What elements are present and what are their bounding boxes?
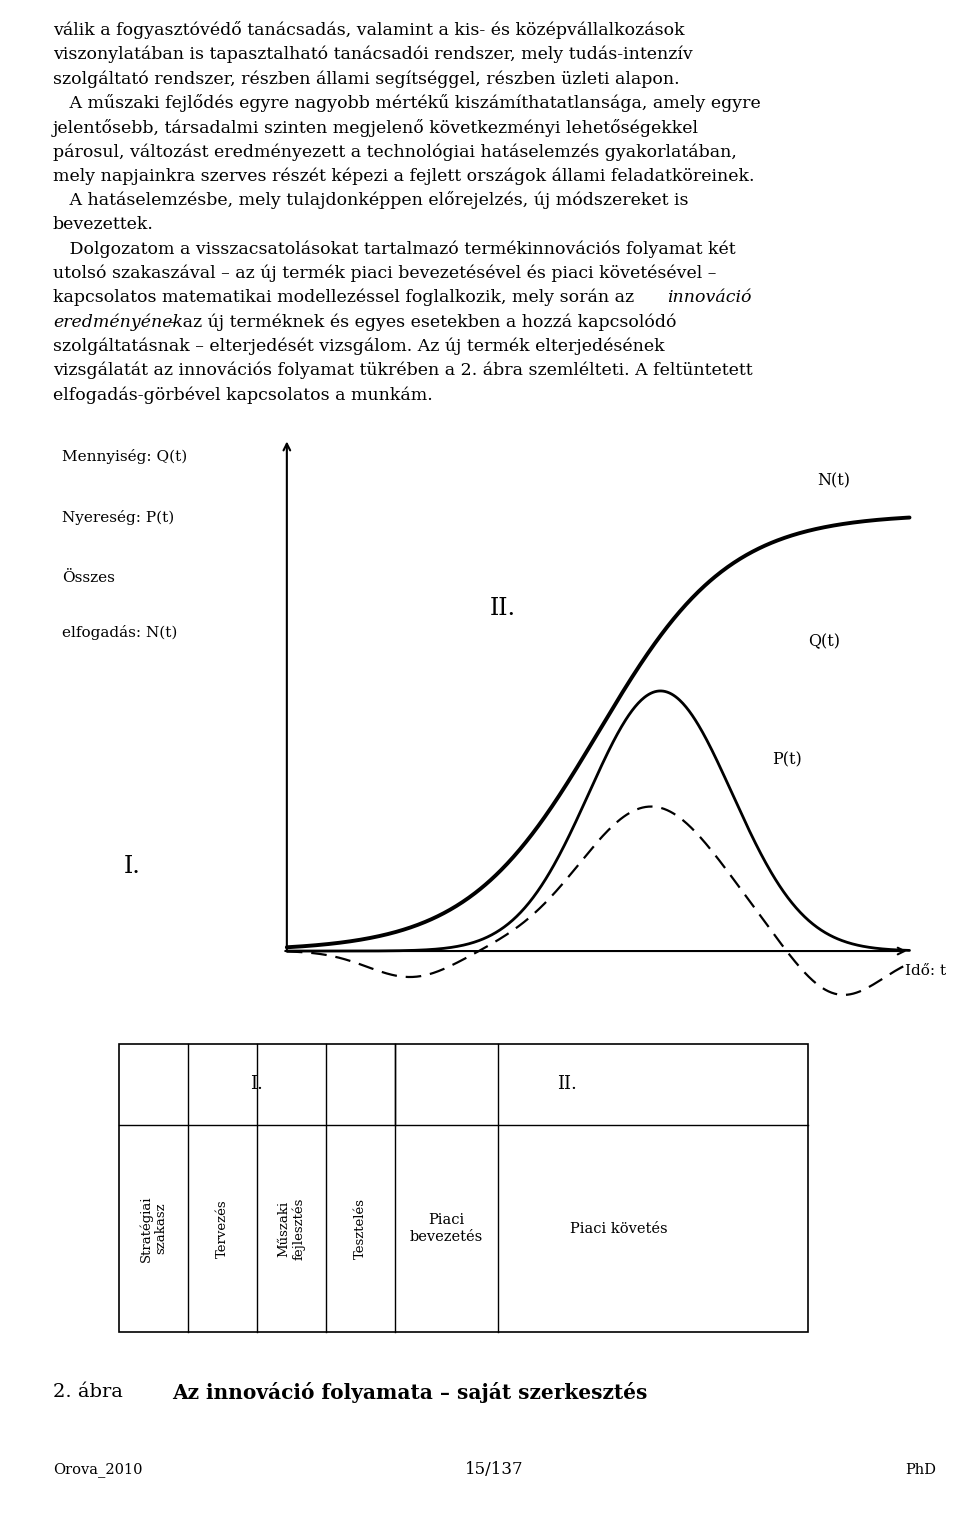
Text: A műszaki fejlődés egyre nagyobb mértékű kiszámíthatatlansága, amely egyre: A műszaki fejlődés egyre nagyobb mértékű… bbox=[53, 94, 760, 112]
Text: A hatáselemzésbe, mely tulajdonképpen előrejelzés, új módszereket is: A hatáselemzésbe, mely tulajdonképpen el… bbox=[53, 191, 688, 209]
Text: viszonylatában is tapasztalható tanácsadói rendszer, mely tudás-intenzív: viszonylatában is tapasztalható tanácsad… bbox=[53, 45, 692, 64]
Text: Műszaki
fejlesztés: Műszaki fejlesztés bbox=[277, 1198, 305, 1260]
Text: I.: I. bbox=[124, 855, 140, 878]
Text: N(t): N(t) bbox=[817, 473, 850, 490]
Text: 2. ábra: 2. ábra bbox=[53, 1383, 123, 1401]
Text: II.: II. bbox=[557, 1075, 577, 1093]
Text: – az új terméknek és egyes esetekben a hozzá kapcsolódó: – az új terméknek és egyes esetekben a h… bbox=[163, 314, 677, 330]
Text: Nyereség: P(t): Nyereség: P(t) bbox=[61, 509, 174, 525]
Text: II.: II. bbox=[490, 597, 516, 620]
Text: P(t): P(t) bbox=[773, 752, 803, 769]
Text: Összes: Összes bbox=[61, 572, 114, 585]
Text: szolgáltató rendszer, részben állami segítséggel, részben üzleti alapon.: szolgáltató rendszer, részben állami seg… bbox=[53, 70, 680, 88]
Text: Piaci követés: Piaci követés bbox=[569, 1222, 667, 1236]
Text: Q(t): Q(t) bbox=[808, 634, 840, 650]
Text: elfogadás-görbével kapcsolatos a munkám.: elfogadás-görbével kapcsolatos a munkám. bbox=[53, 387, 433, 403]
Text: kapcsolatos matematikai modellezéssel foglalkozik, mely során az: kapcsolatos matematikai modellezéssel fo… bbox=[53, 290, 634, 306]
Text: 15/137: 15/137 bbox=[465, 1461, 524, 1478]
Text: Piaci
bevezetés: Piaci bevezetés bbox=[410, 1213, 483, 1243]
Text: Mennyiség: Q(t): Mennyiség: Q(t) bbox=[61, 449, 187, 464]
Text: utolsó szakaszával – az új termék piaci bevezetésével és piaci követésével –: utolsó szakaszával – az új termék piaci … bbox=[53, 265, 716, 282]
Text: PhD: PhD bbox=[905, 1463, 936, 1477]
Text: Idő: t: Idő: t bbox=[905, 964, 947, 978]
Text: eredményének: eredményének bbox=[53, 314, 182, 330]
Text: Az innováció folyamata – saját szerkesztés: Az innováció folyamata – saját szerkeszt… bbox=[172, 1381, 647, 1402]
Text: elfogadás: N(t): elfogadás: N(t) bbox=[61, 625, 177, 640]
Text: Tesztelés: Tesztelés bbox=[353, 1198, 367, 1260]
Text: Stratégiai
szakasz: Stratégiai szakasz bbox=[139, 1195, 168, 1261]
Text: Tervezés: Tervezés bbox=[216, 1199, 228, 1258]
Text: innováció: innováció bbox=[666, 290, 751, 306]
Text: bevezettek.: bevezettek. bbox=[53, 217, 154, 233]
Text: párosul, változást eredményezett a technológiai hatáselemzés gyakorlatában,: párosul, változást eredményezett a techn… bbox=[53, 143, 736, 161]
Text: Dolgozatom a visszacsatolásokat tartalmazó termékinnovációs folyamat két: Dolgozatom a visszacsatolásokat tartalma… bbox=[53, 241, 735, 258]
Text: Orova_2010: Orova_2010 bbox=[53, 1461, 142, 1477]
Text: válik a fogyasztóvédő tanácsadás, valamint a kis- és középvállalkozások: válik a fogyasztóvédő tanácsadás, valami… bbox=[53, 21, 684, 39]
Text: jelentősebb, társadalmi szinten megjelenő következményi lehetőségekkel: jelentősebb, társadalmi szinten megjelen… bbox=[53, 118, 699, 136]
Text: I.: I. bbox=[251, 1075, 263, 1093]
Text: szolgáltatásnak – elterjedését vizsgálom. Az új termék elterjedésének: szolgáltatásnak – elterjedését vizsgálom… bbox=[53, 338, 664, 355]
Text: vizsgálatát az innovációs folyamat tükrében a 2. ábra szemlélteti. A feltüntetet: vizsgálatát az innovációs folyamat tükré… bbox=[53, 362, 753, 379]
Bar bbox=[119, 1045, 808, 1333]
Text: mely napjainkra szerves részét képezi a fejlett országok állami feladatköreinek.: mely napjainkra szerves részét képezi a … bbox=[53, 167, 755, 185]
